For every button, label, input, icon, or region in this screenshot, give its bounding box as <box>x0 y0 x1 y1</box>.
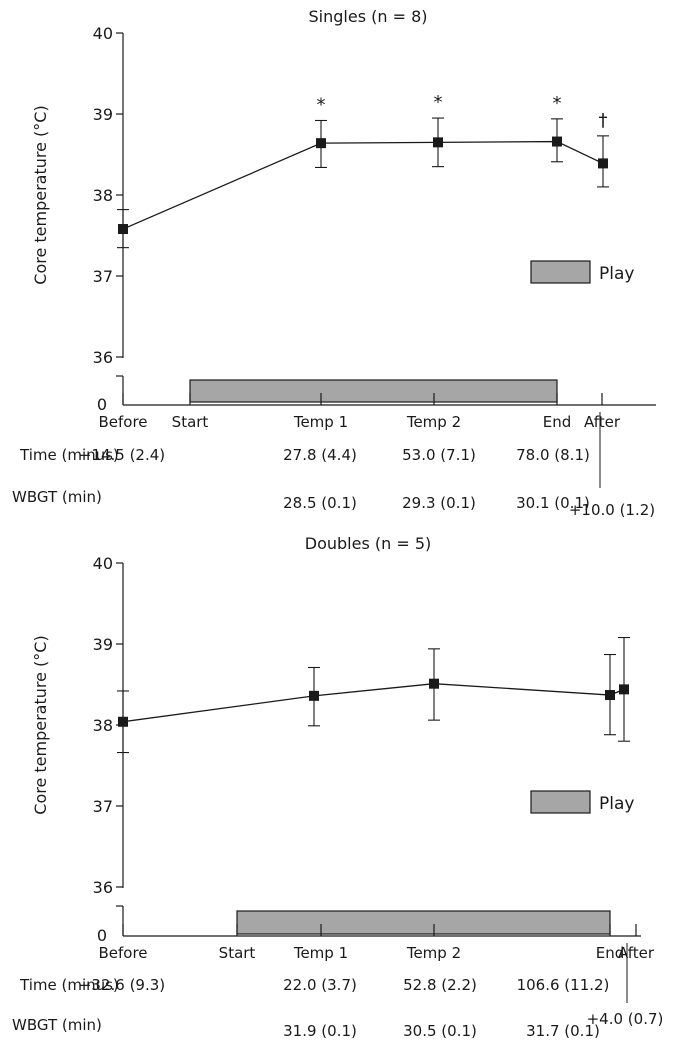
time-row-label: Time (minus) <box>19 976 119 994</box>
time-row-value: +4.0 (0.7) <box>587 1010 664 1028</box>
significance-annotation: * <box>317 94 326 115</box>
legend-swatch <box>530 260 591 284</box>
data-point-marker <box>429 678 439 689</box>
y-tick-label: 40 <box>93 554 113 573</box>
x-tick-label: Start <box>172 413 209 431</box>
x-tick-label: End <box>543 413 572 431</box>
significance-annotation: † <box>599 110 608 131</box>
x-tick-label: Before <box>98 944 147 962</box>
significance-annotation: * <box>553 93 562 114</box>
y-tick-label: 37 <box>93 267 113 286</box>
wbgt-row-value: 29.3 (0.1) <box>402 494 476 512</box>
time-row-value: 78.0 (8.1) <box>516 446 590 464</box>
y-tick-label: 36 <box>93 878 113 897</box>
time-row-value: 106.6 (11.2) <box>517 976 610 994</box>
data-point-marker <box>598 158 608 169</box>
y-axis-label: Core temperature (°C) <box>31 105 50 284</box>
wbgt-row-label: WBGT (min) <box>12 1016 102 1034</box>
significance-annotation: * <box>434 92 443 113</box>
chart-panel-1: Singles (n = 8) Core temperature (°C) 36 37… <box>12 7 656 519</box>
play-period-bar <box>236 910 611 935</box>
time-row-value: −14.5 (2.4) <box>79 446 165 464</box>
chart-title: Singles (n = 8) <box>309 7 428 26</box>
series-line <box>122 140 604 230</box>
x-tick-label: Start <box>219 944 256 962</box>
data-point-marker <box>316 138 326 149</box>
x-tick-label: After <box>618 944 655 962</box>
x-tick-label: Temp 2 <box>406 944 461 962</box>
chart-title: Doubles (n = 5) <box>305 534 432 553</box>
x-tick-label: Before <box>98 413 147 431</box>
y-zero-label: 0 <box>97 395 107 414</box>
y-tick-label: 36 <box>93 348 113 367</box>
wbgt-row-value: 30.5 (0.1) <box>403 1022 477 1040</box>
time-row-value: 22.0 (3.7) <box>283 976 357 994</box>
time-row-value: 53.0 (7.1) <box>402 446 476 464</box>
y-tick-label: 38 <box>93 186 113 205</box>
wbgt-row-value: 30.1 (0.1) <box>516 494 590 512</box>
time-row-value: 52.8 (2.2) <box>403 976 477 994</box>
wbgt-row-value: 31.9 (0.1) <box>283 1022 357 1040</box>
data-point-marker <box>118 224 128 235</box>
wbgt-row-value: 28.5 (0.1) <box>283 494 357 512</box>
data-point-marker <box>552 136 562 147</box>
x-tick-label: Temp 1 <box>293 944 348 962</box>
play-period-bar <box>189 379 558 403</box>
legend-swatch <box>530 790 591 814</box>
x-tick-label: After <box>584 413 621 431</box>
y-tick-label: 39 <box>93 635 113 654</box>
y-tick-label: 38 <box>93 716 113 735</box>
time-row-label: Time (minus) <box>19 446 119 464</box>
data-point-marker <box>619 684 629 695</box>
x-tick-label: Temp 1 <box>293 413 348 431</box>
data-point-marker <box>605 690 615 701</box>
legend-label: Play <box>599 794 634 814</box>
legend-label: Play <box>599 264 634 284</box>
y-zero-label: 0 <box>97 926 107 945</box>
time-row-value: 27.8 (4.4) <box>283 446 357 464</box>
wbgt-row-value: 31.7 (0.1) <box>526 1022 600 1040</box>
x-tick-label: Temp 2 <box>406 413 461 431</box>
y-tick-label: 37 <box>93 797 113 816</box>
wbgt-row-label: WBGT (min) <box>12 488 102 506</box>
y-tick-label: 40 <box>93 24 113 43</box>
chart-panel-2: Doubles (n = 5) Core temperature (°C) 36 37… <box>12 534 663 1040</box>
series-line <box>122 683 625 723</box>
time-row-value: +10.0 (1.2) <box>569 501 655 519</box>
x-tick-label: End <box>596 944 625 962</box>
y-tick-label: 39 <box>93 105 113 124</box>
y-axis-label: Core temperature (°C) <box>31 635 50 814</box>
data-point-marker <box>433 137 443 148</box>
data-point-marker <box>309 690 319 701</box>
data-point-marker <box>118 716 128 727</box>
time-row-value: −32.6 (9.3) <box>79 976 165 994</box>
